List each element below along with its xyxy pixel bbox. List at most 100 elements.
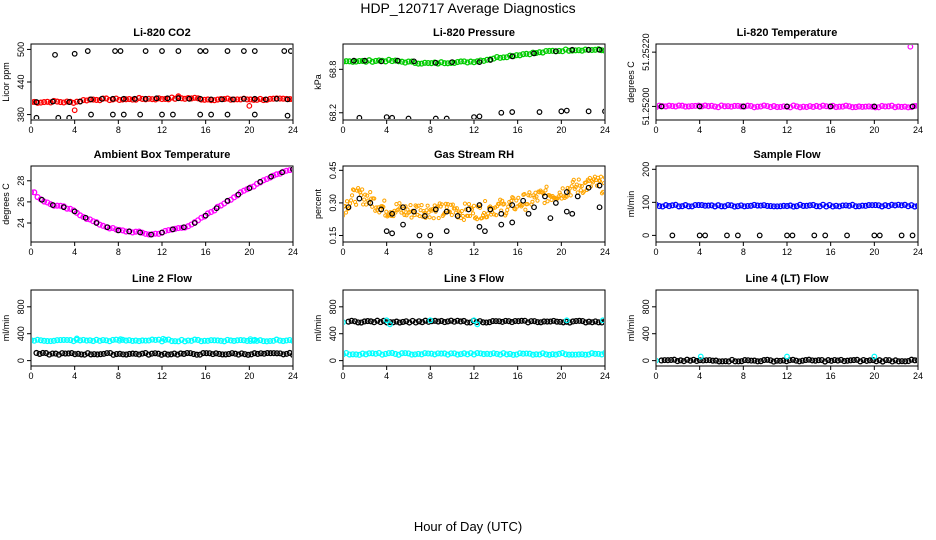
data-point bbox=[811, 232, 818, 239]
x-tick-label: 16 bbox=[826, 125, 836, 135]
data-point bbox=[849, 201, 856, 208]
data-point bbox=[734, 232, 741, 239]
data-point bbox=[221, 96, 228, 103]
data-point bbox=[290, 167, 292, 172]
y-axis-label: ml/min bbox=[626, 191, 636, 218]
data-point bbox=[203, 350, 210, 357]
data-point bbox=[518, 202, 523, 207]
data-point bbox=[898, 103, 905, 111]
data-point bbox=[885, 103, 892, 110]
series-layer bbox=[344, 46, 604, 119]
data-point bbox=[476, 59, 483, 65]
data-point bbox=[688, 203, 696, 210]
data-point bbox=[80, 336, 87, 343]
data-point bbox=[719, 358, 726, 365]
data-point bbox=[536, 109, 543, 115]
data-point bbox=[273, 336, 280, 343]
y-tick-label: 800 bbox=[328, 299, 338, 314]
data-point bbox=[675, 102, 682, 109]
data-point bbox=[833, 103, 840, 111]
panel-1: Li-820 Pressure 0 4 8 12 16 20 24 68.2 68.8 kPa bbox=[313, 27, 610, 135]
data-point bbox=[803, 103, 810, 111]
data-point bbox=[224, 48, 231, 54]
data-point bbox=[356, 351, 363, 358]
data-point bbox=[546, 47, 553, 55]
y-tick-label: 0.15 bbox=[328, 227, 338, 245]
data-point bbox=[383, 114, 390, 119]
data-point bbox=[865, 202, 872, 209]
data-point bbox=[432, 59, 439, 66]
data-point bbox=[738, 358, 745, 365]
data-point bbox=[842, 102, 849, 109]
y-tick-label: 0 bbox=[328, 358, 338, 363]
data-point bbox=[73, 335, 80, 342]
data-point bbox=[836, 203, 843, 210]
data-point bbox=[87, 351, 95, 358]
data-point bbox=[224, 95, 231, 102]
data-point bbox=[476, 223, 483, 230]
series-black bbox=[33, 95, 291, 105]
x-tick-label: 4 bbox=[384, 247, 389, 257]
data-point bbox=[287, 48, 292, 54]
data-point bbox=[534, 319, 541, 326]
data-point bbox=[145, 95, 152, 102]
x-tick-label: 0 bbox=[28, 125, 33, 135]
data-point bbox=[251, 111, 258, 118]
data-point bbox=[553, 318, 560, 325]
data-point bbox=[235, 191, 242, 198]
data-point bbox=[490, 55, 497, 62]
data-point bbox=[847, 357, 854, 364]
data-point bbox=[583, 180, 588, 185]
x-tick-label: 0 bbox=[28, 371, 33, 381]
data-point bbox=[421, 213, 428, 219]
data-point bbox=[844, 357, 851, 364]
data-point bbox=[914, 102, 917, 109]
data-point bbox=[493, 350, 500, 357]
x-tick-label: 8 bbox=[116, 247, 121, 257]
data-point bbox=[852, 203, 859, 210]
data-point bbox=[547, 318, 554, 325]
data-point bbox=[728, 103, 735, 110]
data-point bbox=[122, 337, 130, 344]
data-point bbox=[180, 350, 188, 357]
data-point bbox=[178, 336, 185, 343]
data-point bbox=[512, 317, 519, 325]
figure-title: HDP_120717 Average Diagnostics bbox=[360, 0, 575, 16]
series-cyan bbox=[344, 317, 604, 328]
series-magenta bbox=[32, 167, 292, 238]
panel-7: Line 3 Flow 0 4 8 12 16 20 24 0 400 800 ml/min bbox=[313, 273, 610, 381]
data-point bbox=[535, 198, 540, 203]
y-tick-label: 380 bbox=[16, 107, 26, 122]
data-point bbox=[669, 103, 676, 110]
data-point bbox=[49, 98, 56, 105]
data-point bbox=[84, 48, 91, 54]
data-point bbox=[201, 337, 208, 344]
data-point bbox=[368, 190, 373, 195]
data-point bbox=[697, 353, 704, 360]
data-point bbox=[708, 202, 715, 209]
data-point bbox=[482, 228, 488, 235]
data-point bbox=[164, 351, 171, 358]
x-tick-label: 12 bbox=[782, 247, 792, 257]
data-point bbox=[66, 99, 73, 105]
panel-title: Line 4 (LT) Flow bbox=[746, 273, 829, 285]
data-point bbox=[361, 57, 368, 64]
data-point bbox=[471, 114, 477, 119]
data-point bbox=[563, 208, 570, 215]
y-tick-label: 100 bbox=[641, 195, 651, 210]
data-point bbox=[751, 104, 758, 111]
data-point bbox=[73, 98, 80, 105]
data-point bbox=[787, 202, 794, 209]
data-point bbox=[786, 357, 793, 364]
data-point bbox=[451, 350, 458, 357]
data-point bbox=[528, 318, 535, 325]
data-point bbox=[513, 207, 518, 212]
data-point bbox=[668, 356, 675, 364]
data-point bbox=[360, 187, 365, 192]
data-point bbox=[33, 349, 40, 357]
data-point bbox=[404, 213, 409, 218]
plot-frame bbox=[30, 43, 294, 121]
data-point bbox=[777, 357, 784, 364]
data-point bbox=[541, 318, 548, 325]
data-point bbox=[542, 351, 550, 358]
